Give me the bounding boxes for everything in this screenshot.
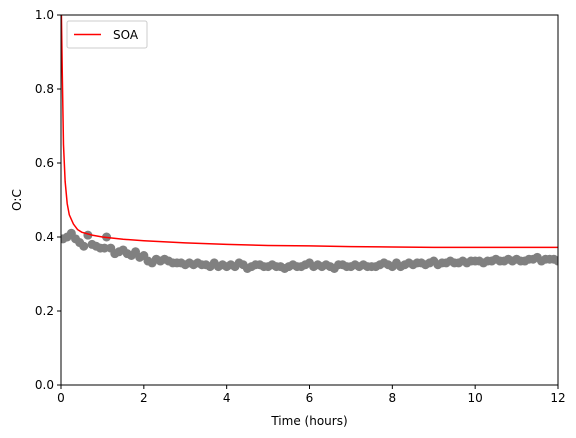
y-axis-label: O:C: [10, 189, 24, 211]
x-axis-label: Time (hours): [270, 414, 347, 428]
x-tick-label: 12: [550, 391, 565, 405]
soa-line: [61, 15, 558, 249]
x-tick-label: 10: [468, 391, 483, 405]
soa-line-series: [61, 15, 558, 249]
x-tick-label: 0: [57, 391, 65, 405]
y-tick-label: 0.2: [35, 304, 54, 318]
scatter-series: [61, 228, 558, 273]
y-tick-label: 1.0: [35, 8, 54, 22]
y-tick-label: 0.4: [35, 230, 54, 244]
legend-box: [66, 20, 148, 49]
legend-soa-label: SOA: [113, 28, 139, 42]
scatter-point: [99, 243, 109, 253]
scatter-point: [553, 256, 558, 266]
x-tick-label: 6: [306, 391, 314, 405]
y-axis: 0.0 0.2 0.4 0.6 0.8 1.0: [35, 8, 61, 392]
x-tick-label: 4: [223, 391, 231, 405]
y-tick-label: 0.8: [35, 82, 54, 96]
legend: SOA: [66, 20, 148, 49]
x-tick-label: 8: [389, 391, 397, 405]
x-axis: 0 2 4 6 8 10 12: [57, 385, 566, 405]
y-tick-label: 0.0: [35, 378, 54, 392]
y-tick-label: 0.6: [35, 156, 54, 170]
x-tick-label: 2: [140, 391, 148, 405]
scatter-point: [79, 241, 89, 251]
